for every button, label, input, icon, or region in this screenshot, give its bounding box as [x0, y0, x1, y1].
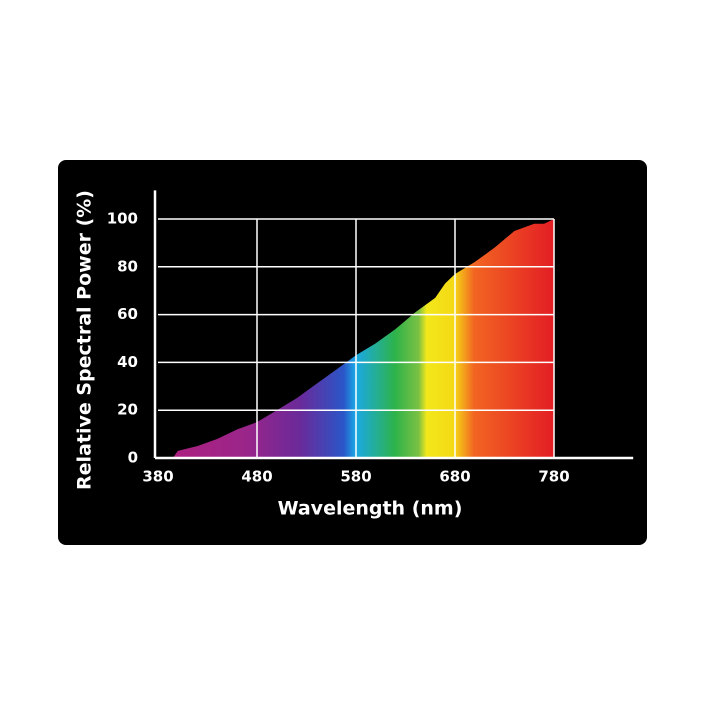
x-tick-label: 480: [241, 468, 272, 486]
x-tick-label: 580: [340, 468, 371, 486]
panel: [58, 160, 647, 545]
y-tick-label: 20: [117, 401, 138, 419]
y-tick-label: 80: [117, 257, 138, 275]
x-tick-label: 680: [439, 468, 470, 486]
y-tick-label: 0: [128, 449, 138, 467]
x-tick-label: 780: [538, 468, 569, 486]
y-tick-label: 40: [117, 353, 138, 371]
y-tick-label: 100: [107, 210, 138, 228]
x-tick-label: 380: [142, 468, 173, 486]
area: [172, 219, 554, 458]
y-axis-label: Relative Spectral Power (%): [74, 190, 96, 490]
y-tick-label: 60: [117, 305, 138, 323]
x-axis-label: Wavelength (nm): [278, 498, 463, 520]
